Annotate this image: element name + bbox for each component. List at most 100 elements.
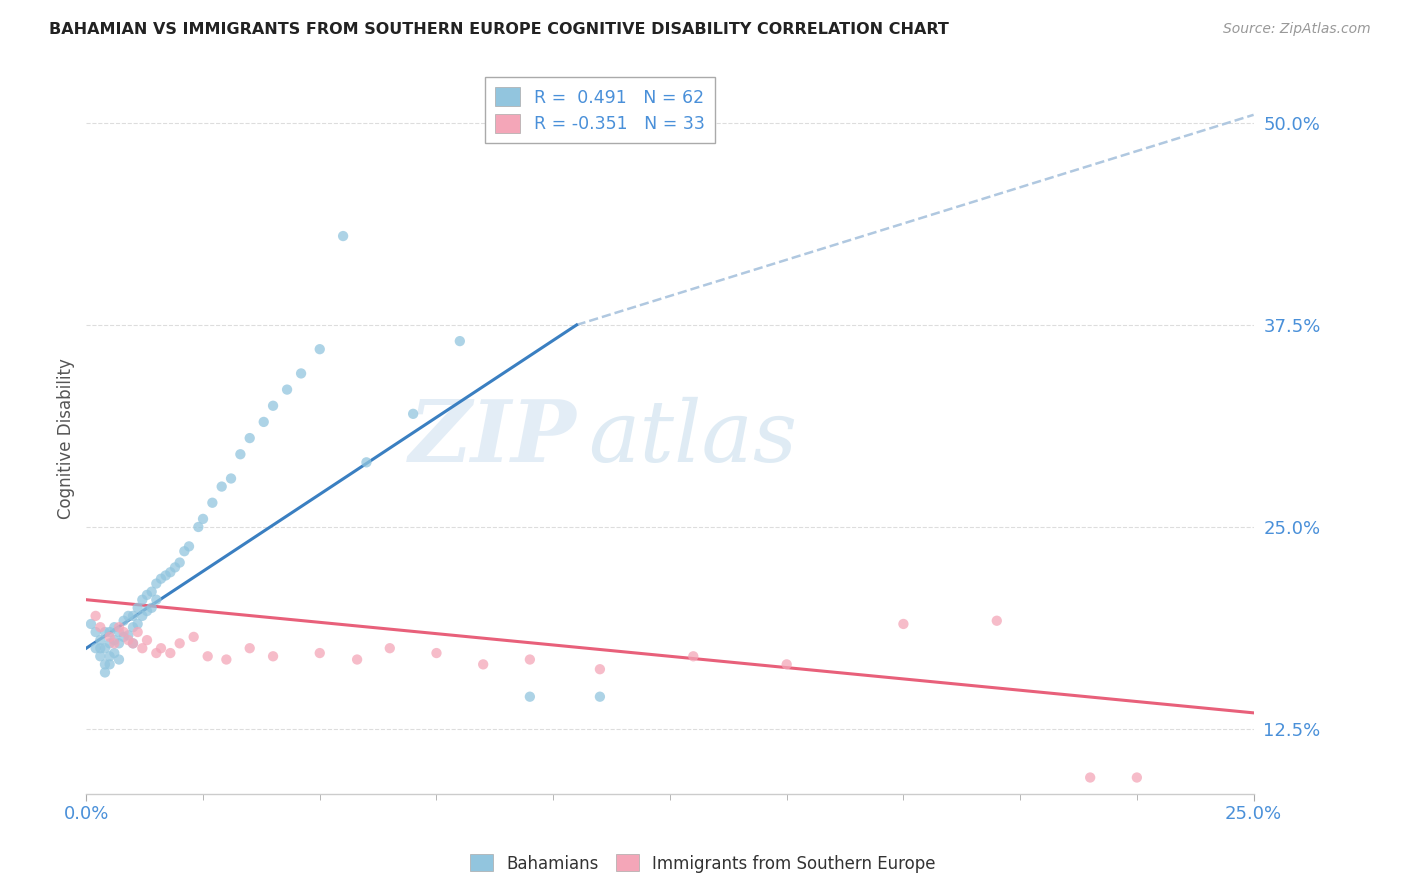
Point	[145, 646, 167, 660]
Point	[141, 584, 163, 599]
Point	[112, 625, 135, 640]
Point	[159, 566, 181, 580]
Legend: Bahamians, Immigrants from Southern Europe: Bahamians, Immigrants from Southern Euro…	[464, 847, 942, 880]
Point	[173, 544, 195, 558]
Point	[150, 572, 173, 586]
Text: BAHAMIAN VS IMMIGRANTS FROM SOUTHERN EUROPE COGNITIVE DISABILITY CORRELATION CHA: BAHAMIAN VS IMMIGRANTS FROM SOUTHERN EUR…	[49, 22, 949, 37]
Text: atlas: atlas	[588, 397, 797, 479]
Point	[103, 636, 125, 650]
Point	[127, 625, 149, 640]
Point	[122, 608, 145, 623]
Point	[117, 608, 139, 623]
Point	[201, 496, 224, 510]
Point	[84, 608, 107, 623]
Point	[346, 652, 368, 666]
Point	[589, 662, 612, 676]
Point	[356, 455, 378, 469]
Point	[89, 649, 111, 664]
Point	[262, 649, 284, 664]
Point	[131, 641, 153, 656]
Point	[108, 636, 131, 650]
Point	[519, 652, 541, 666]
Point	[253, 415, 276, 429]
Point	[239, 641, 262, 656]
Point	[84, 641, 107, 656]
Point	[127, 617, 149, 632]
Point	[103, 646, 125, 660]
Point	[94, 641, 117, 656]
Point	[141, 600, 163, 615]
Point	[94, 665, 117, 680]
Point	[103, 633, 125, 648]
Point	[136, 633, 159, 648]
Point	[402, 407, 425, 421]
Point	[98, 636, 121, 650]
Point	[117, 633, 139, 648]
Point	[117, 628, 139, 642]
Point	[94, 625, 117, 640]
Point	[519, 690, 541, 704]
Point	[136, 604, 159, 618]
Point	[211, 479, 233, 493]
Point	[986, 614, 1008, 628]
Point	[219, 471, 242, 485]
Point	[89, 641, 111, 656]
Point	[177, 540, 200, 554]
Point	[145, 592, 167, 607]
Point	[122, 636, 145, 650]
Point	[1126, 771, 1149, 785]
Point	[169, 636, 191, 650]
Point	[449, 334, 471, 348]
Point	[159, 646, 181, 660]
Point	[150, 641, 173, 656]
Point	[682, 649, 704, 664]
Point	[776, 657, 799, 672]
Point	[1078, 771, 1101, 785]
Point	[108, 652, 131, 666]
Point	[262, 399, 284, 413]
Text: ZIP: ZIP	[409, 396, 576, 480]
Point	[112, 614, 135, 628]
Point	[425, 646, 447, 660]
Point	[80, 617, 103, 632]
Y-axis label: Cognitive Disability: Cognitive Disability	[58, 358, 75, 518]
Point	[290, 367, 312, 381]
Point	[122, 620, 145, 634]
Point	[98, 630, 121, 644]
Point	[131, 592, 153, 607]
Point	[108, 620, 131, 634]
Point	[308, 646, 330, 660]
Point	[98, 657, 121, 672]
Point	[239, 431, 262, 445]
Point	[108, 625, 131, 640]
Point	[378, 641, 401, 656]
Point	[127, 600, 149, 615]
Point	[589, 690, 612, 704]
Point	[136, 588, 159, 602]
Legend: R =  0.491   N = 62, R = -0.351   N = 33: R = 0.491 N = 62, R = -0.351 N = 33	[485, 77, 714, 144]
Point	[169, 556, 191, 570]
Point	[98, 625, 121, 640]
Point	[89, 633, 111, 648]
Point	[94, 657, 117, 672]
Point	[131, 608, 153, 623]
Point	[84, 625, 107, 640]
Point	[276, 383, 298, 397]
Point	[215, 652, 238, 666]
Point	[183, 630, 205, 644]
Point	[103, 620, 125, 634]
Point	[893, 617, 915, 632]
Point	[163, 560, 186, 574]
Point	[187, 520, 209, 534]
Point	[191, 512, 214, 526]
Text: Source: ZipAtlas.com: Source: ZipAtlas.com	[1223, 22, 1371, 37]
Point	[332, 229, 354, 244]
Point	[197, 649, 219, 664]
Point	[229, 447, 252, 461]
Point	[472, 657, 495, 672]
Point	[308, 342, 330, 356]
Point	[155, 568, 177, 582]
Point	[145, 576, 167, 591]
Point	[89, 620, 111, 634]
Point	[98, 649, 121, 664]
